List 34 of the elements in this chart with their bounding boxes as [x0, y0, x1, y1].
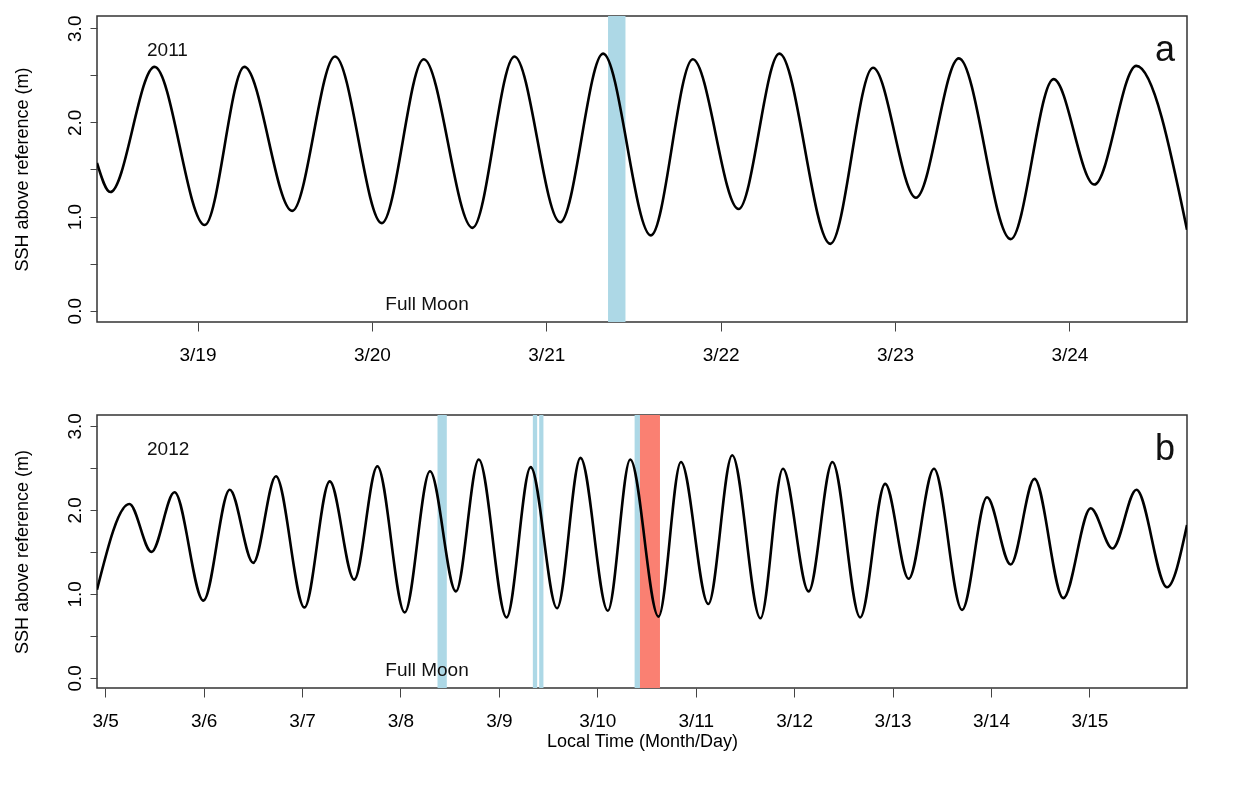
- x-tick-label: 3/10: [579, 709, 617, 731]
- y-tick-label: 2.0: [63, 497, 85, 524]
- x-tick-label: 3/15: [1071, 709, 1109, 731]
- y-tick-label: 1.0: [63, 581, 85, 608]
- annotation: b: [1154, 427, 1175, 468]
- y-tick-label: 0.0: [63, 297, 85, 325]
- x-tick-label: 3/8: [387, 709, 415, 731]
- x-tick-label: 3/5: [92, 709, 119, 731]
- annotation: Full Moon: [385, 293, 469, 314]
- x-tick-label: 3/12: [776, 709, 814, 731]
- x-tick-label: 3/24: [1051, 343, 1089, 365]
- x-tick-label: 3/22: [702, 343, 740, 365]
- x-axis-title: Local Time (Month/Day): [546, 730, 739, 751]
- y-tick-label: 0.0: [63, 665, 85, 692]
- x-tick-label: 3/14: [972, 709, 1011, 731]
- y-tick-label: 3.0: [63, 413, 85, 440]
- y-axis-title: SSH above reference (m): [11, 67, 32, 272]
- annotation: a: [1154, 28, 1176, 69]
- x-tick-label: 3/21: [528, 343, 566, 365]
- annotation: Full Moon: [385, 659, 469, 680]
- y-tick-label: 3.0: [63, 15, 85, 42]
- x-tick-label: 3/19: [179, 343, 217, 365]
- y-axis-title: SSH above reference (m): [11, 449, 32, 655]
- x-tick-label: 3/23: [877, 343, 915, 365]
- annotation: 2012: [147, 438, 190, 459]
- annotation: 2011: [147, 39, 188, 60]
- x-tick-label: 3/13: [874, 709, 912, 731]
- x-tick-label: 3/7: [289, 709, 316, 731]
- x-tick-label: 3/20: [353, 343, 391, 365]
- x-tick-label: 3/11: [678, 709, 715, 731]
- x-tick-label: 3/6: [190, 709, 218, 731]
- y-tick-label: 2.0: [63, 109, 85, 137]
- x-tick-label: 3/9: [486, 709, 513, 731]
- y-tick-label: 1.0: [63, 203, 85, 231]
